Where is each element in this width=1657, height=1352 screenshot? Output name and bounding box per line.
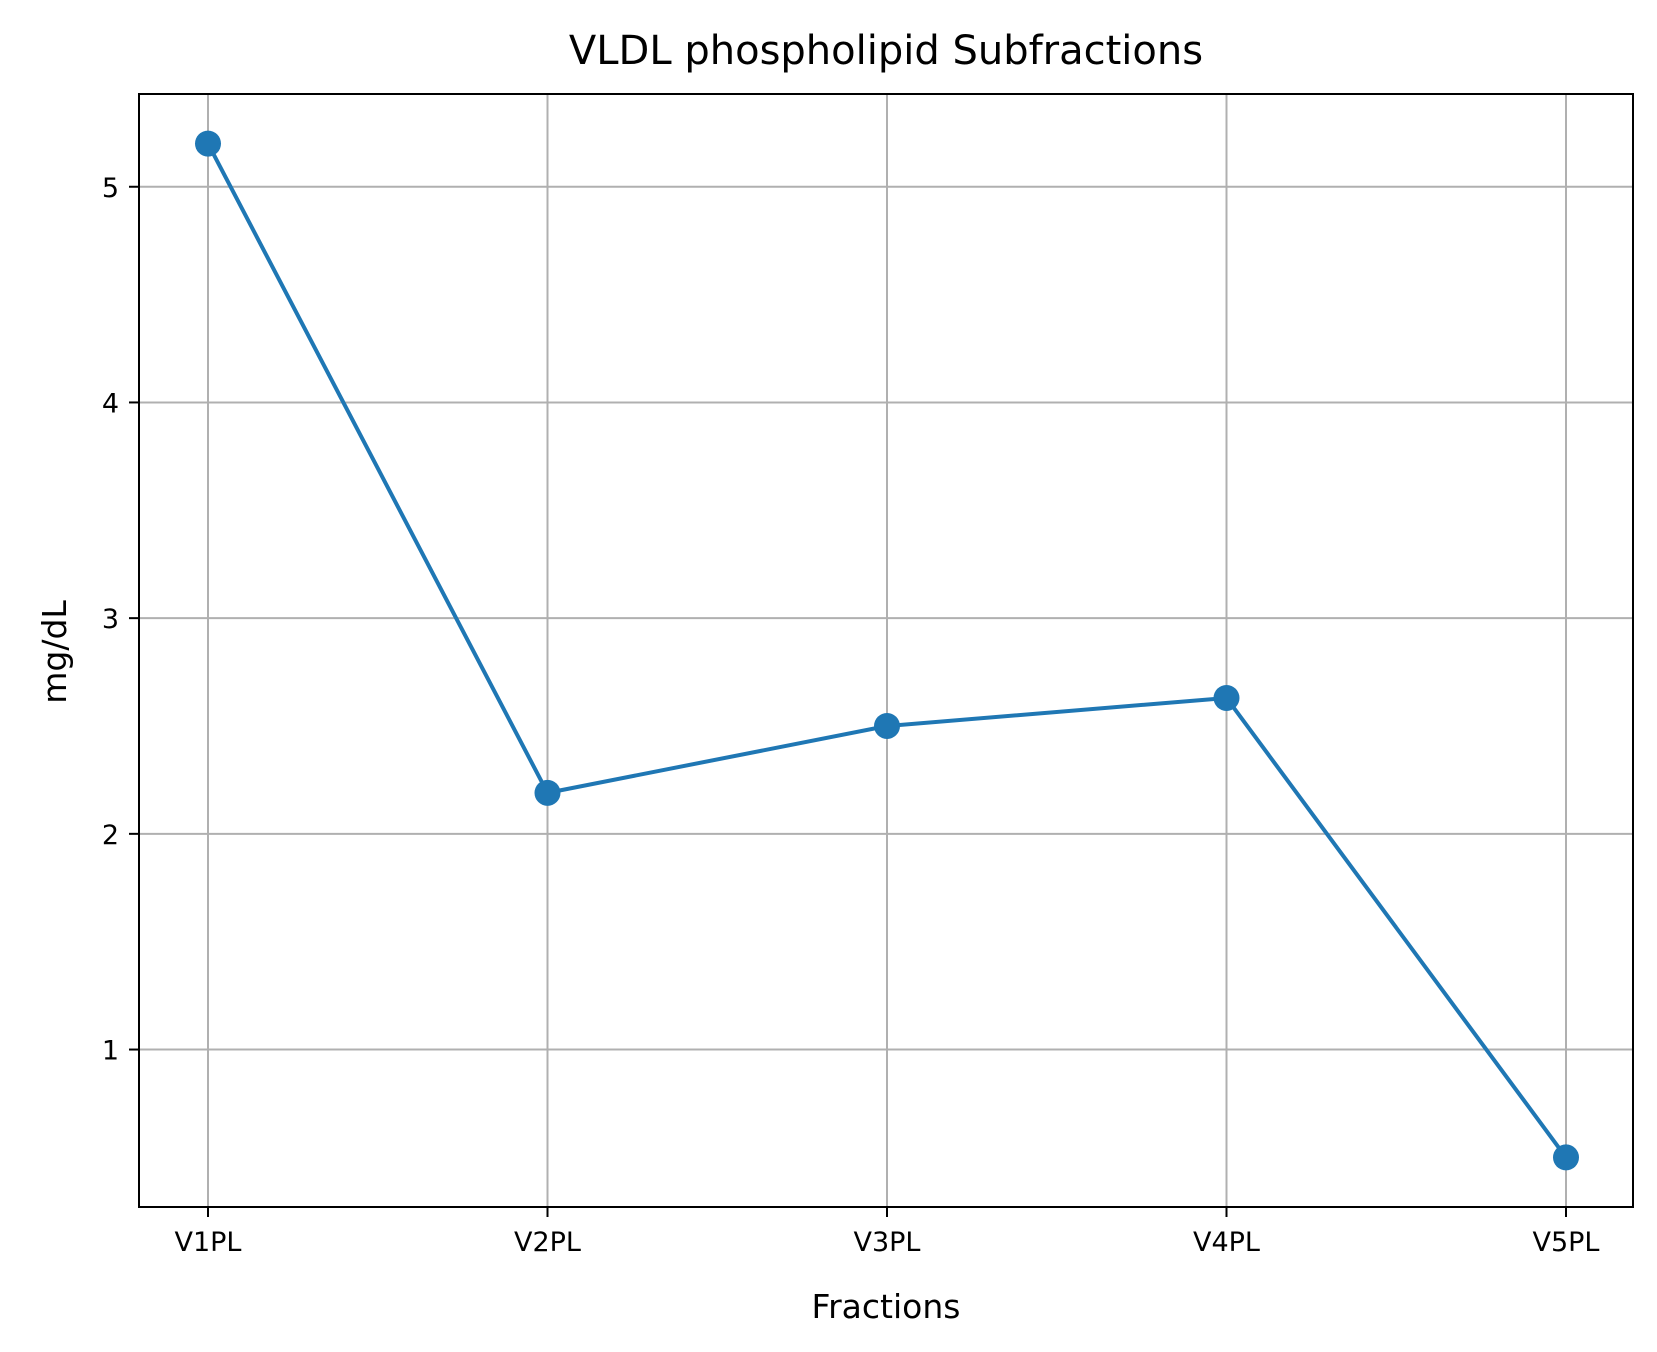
series-layer [195,130,1579,1171]
x-tick-label: V4PL [1193,1227,1260,1258]
data-point [534,779,561,806]
chart-title: VLDL phospholipid Subfractions [569,28,1203,74]
x-tick-label: V5PL [1533,1227,1600,1258]
x-tick-label: V2PL [514,1227,581,1258]
ticks-layer: V1PL V2PL V3PL V4PL V5PL 1 2 3 4 5 [102,173,1600,1258]
y-tick-label: 4 [102,388,119,419]
y-tick-label: 5 [102,173,119,204]
data-point [874,712,900,739]
y-tick-label: 2 [102,820,119,851]
data-point [1213,684,1240,711]
x-tick-label: V1PL [175,1227,242,1258]
data-point [195,130,221,157]
y-tick-label: 3 [102,604,119,635]
y-tick-label: 1 [102,1036,119,1067]
data-point [1553,1144,1579,1171]
y-axis-label: mg/dL [35,600,74,704]
grid-layer [139,94,1633,1207]
x-tick-label: V3PL [854,1227,921,1258]
x-axis-label: Fractions [812,1287,961,1326]
